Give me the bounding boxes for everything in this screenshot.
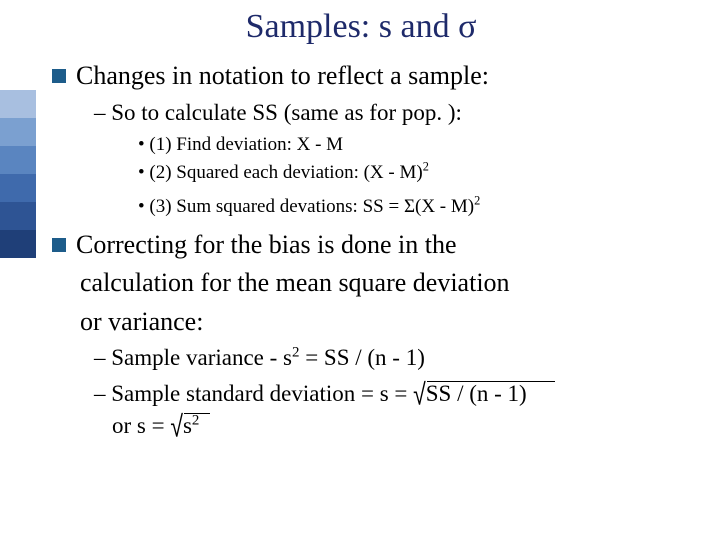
slide-content: Samples: s and σ Changes in notation to … [46,0,716,440]
sqrt-body: s2 [183,412,199,441]
bullet-level2-continuation: or s = √ s2 [112,411,716,441]
radical-icon: √ [170,407,183,444]
slide-title: Samples: s and σ [46,8,716,46]
sidebar-block [0,230,36,258]
bullet-level2: – Sample variance - s2 = SS / (n - 1) [94,344,716,373]
sigma-symbol: Σ [404,196,415,217]
bullet-text: Changes in notation to reflect a sample: [76,61,489,90]
sidebar-block [0,146,36,174]
bullet-text: calculation for the mean square deviatio… [80,268,510,297]
bullet-level2: – So to calculate SS (same as for pop. )… [94,99,716,128]
sqrt-expression: √SS / (n - 1) [413,379,527,409]
sidebar-block [0,174,36,202]
bullet-level1-continuation: or variance: [80,306,716,339]
sidebar-block [0,118,36,146]
bullet-text: or s = [112,413,170,438]
sqrt-bar [427,381,555,382]
sidebar-block [0,202,36,230]
bullet-text: (X - M) [415,196,474,217]
sqrt-body: SS / (n - 1) [426,380,527,409]
bullet-level3: • (3) Sum squared devations: SS = Σ(X - … [138,195,716,219]
sidebar-accent [0,90,36,258]
bullet-text: – Sample standard deviation = s = [94,381,413,406]
sigma-symbol: σ [458,8,476,45]
superscript: 2 [423,160,429,174]
square-bullet-icon [52,238,66,252]
bullet-text: or variance: [80,307,203,336]
superscript: 2 [474,193,480,207]
bullet-level1: Correcting for the bias is done in the [52,229,716,262]
bullet-text: • (3) Sum squared devations: SS = [138,196,404,217]
bullet-text: = SS / (n - 1) [299,345,424,370]
title-text: Samples: s and [246,8,458,45]
bullet-level1-continuation: calculation for the mean square deviatio… [80,267,716,300]
bullet-text: • (1) Find deviation: X - M [138,134,343,155]
radical-icon: √ [413,376,426,413]
bullet-text: – So to calculate SS (same as for pop. )… [94,100,462,125]
sqrt-bar [184,413,210,414]
bullet-level1: Changes in notation to reflect a sample: [52,60,716,93]
sqrt-expression: √ s2 [170,411,199,441]
bullet-text: • (2) Squared each deviation: (X - M) [138,162,423,183]
bullet-text: Correcting for the bias is done in the [76,230,457,259]
bullet-level3: • (1) Find deviation: X - M [138,133,716,157]
superscript: 2 [192,412,199,428]
bullet-text: – Sample variance - s [94,345,292,370]
square-bullet-icon [52,69,66,83]
sidebar-block [0,90,36,118]
bullet-level3: • (2) Squared each deviation: (X - M)2 [138,161,716,185]
bullet-level2: – Sample standard deviation = s = √SS / … [94,379,716,409]
